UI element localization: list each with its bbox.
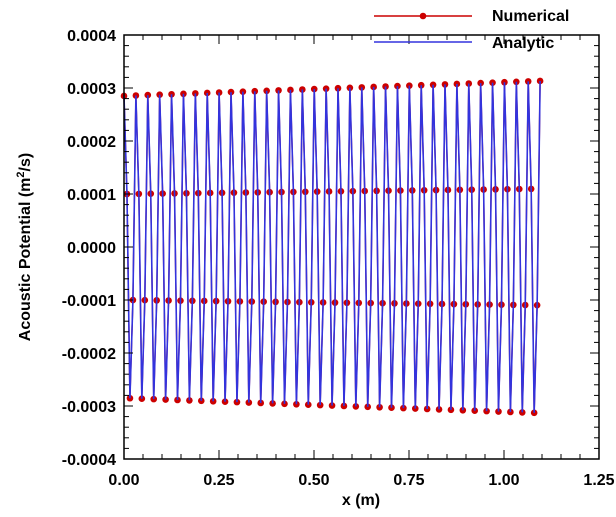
legend-item-analytic: Analytic (374, 35, 554, 52)
y-tick-label: -0.0002 (62, 346, 116, 363)
legend-analytic-label: Analytic (492, 35, 554, 52)
y-tick-label: -0.0004 (62, 452, 116, 469)
y-tick-label: 0.0002 (67, 134, 116, 151)
y-axis-label-end: /s) (17, 153, 34, 172)
y-tick-label: -0.0003 (62, 399, 116, 416)
legend: Numerical Analytic (374, 8, 569, 52)
y-tick-label: 0.0000 (67, 240, 116, 257)
legend-numerical-marker (419, 12, 427, 20)
y-tick-label: -0.0001 (62, 293, 116, 310)
x-tick-label: 1.00 (488, 472, 519, 489)
x-tick-label: 0.50 (298, 472, 329, 489)
x-tick-label: 0.25 (203, 472, 234, 489)
series-analytic-line (123, 80, 541, 413)
y-axis-label: Acoustic Potential (m2/s) (15, 153, 34, 341)
x-tick-label: 0.75 (393, 472, 424, 489)
x-tick-label: 0.00 (108, 472, 139, 489)
plot-area (120, 77, 544, 417)
legend-item-numerical: Numerical (374, 8, 569, 25)
x-axis-label: x (m) (342, 492, 380, 509)
y-axis-label-superscript: 2 (15, 171, 27, 177)
y-tick-label: 0.0004 (67, 28, 116, 45)
x-axis-ticks: 0.00 0.25 0.50 0.75 1.00 1.25 (108, 35, 615, 489)
legend-numerical-label: Numerical (492, 8, 569, 25)
y-tick-label: 0.0001 (67, 187, 116, 204)
y-tick-label: 0.0003 (67, 81, 116, 98)
x-tick-label: 1.25 (583, 472, 614, 489)
y-axis-label-main: Acoustic Potential (m (17, 178, 34, 342)
y-axis-ticks: -0.0004 -0.0003 -0.0002 -0.0001 0.0000 0.0001… (62, 28, 599, 469)
